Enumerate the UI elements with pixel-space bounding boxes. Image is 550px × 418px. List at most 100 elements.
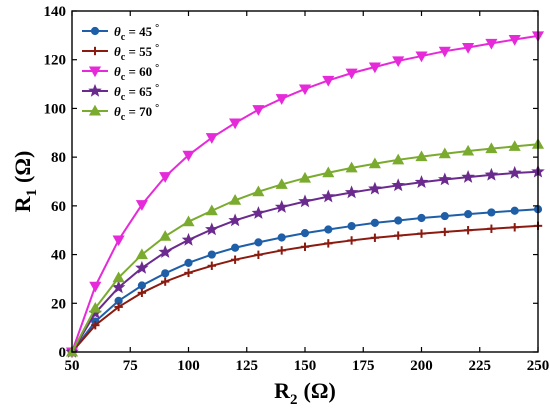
legend-marker	[88, 83, 102, 97]
data-point	[391, 178, 405, 192]
legend-label-symbol: θ	[114, 24, 121, 39]
x-tick-label: 50	[65, 358, 80, 374]
series-5	[65, 138, 545, 357]
legend-label-sub: c	[121, 72, 126, 83]
data-point	[485, 142, 498, 154]
legend-marker	[88, 104, 102, 116]
data-point	[368, 157, 381, 169]
data-point	[463, 226, 473, 235]
data-point	[438, 147, 451, 159]
x-tick-label: 150	[294, 358, 317, 374]
legend-label-sub: c	[121, 32, 126, 43]
legend-label-degree: °	[155, 43, 159, 54]
data-point	[205, 133, 218, 144]
legend-item-3: θc = 60 °	[82, 63, 159, 83]
data-point	[91, 321, 100, 330]
data-point	[487, 208, 496, 217]
axes-layer: 50 75 100 125 150 175 200 225 250 0 20 40 60 80 100 120…	[44, 4, 550, 374]
data-point	[274, 199, 289, 213]
data-point	[252, 185, 265, 197]
data-point	[298, 84, 312, 96]
data-point	[184, 268, 193, 278]
data-point	[368, 62, 381, 74]
data-point	[322, 166, 335, 178]
data-point	[462, 144, 475, 156]
x-axis-title: R2 (Ω)	[274, 378, 336, 408]
data-point	[370, 233, 380, 242]
y-axis-title-unit: (Ω)	[10, 151, 35, 183]
data-point	[415, 150, 428, 162]
legend-label: θc = 45 °	[114, 23, 159, 43]
data-point	[254, 238, 263, 247]
data-point	[205, 222, 219, 236]
data-point	[254, 250, 263, 260]
legend-marker	[90, 26, 100, 36]
data-point	[300, 229, 310, 238]
legend-label-sub: c	[121, 92, 126, 103]
data-point	[207, 250, 216, 259]
legend-item-5: θc = 70 °	[82, 103, 159, 123]
data-point	[484, 167, 499, 181]
legend-label-sub: c	[121, 52, 126, 63]
data-point	[277, 246, 286, 255]
legend-label-symbol: θ	[114, 104, 121, 119]
legend-label-value: = 45	[125, 24, 152, 39]
data-point	[394, 231, 403, 240]
series-2	[67, 221, 543, 357]
data-point	[322, 75, 335, 87]
legend-label-symbol: θ	[114, 64, 121, 79]
data-point	[392, 153, 405, 165]
y-axis-title: R1 (Ω)	[10, 151, 40, 213]
data-point	[321, 189, 336, 203]
data-point	[347, 221, 356, 231]
data-point	[161, 277, 170, 286]
data-point	[135, 200, 148, 211]
x-axis-title-sub: 2	[290, 392, 298, 408]
legend-label: θc = 55 °	[114, 43, 159, 63]
data-point	[207, 261, 216, 270]
data-point	[89, 301, 102, 313]
data-point	[181, 232, 196, 246]
data-point	[394, 216, 403, 225]
y-tick-label: 40	[51, 248, 66, 264]
data-point	[275, 178, 288, 189]
legend-label-sub: c	[121, 112, 126, 123]
data-point	[417, 229, 426, 238]
series-3	[65, 31, 545, 359]
series-4	[65, 164, 545, 358]
data-point	[440, 227, 449, 237]
x-tick-label: 225	[469, 358, 492, 374]
data-point	[158, 245, 172, 258]
data-point	[440, 211, 449, 221]
series-1	[67, 205, 543, 357]
data-point	[438, 46, 451, 58]
data-point	[508, 34, 521, 46]
data-point	[275, 94, 288, 105]
legend-marker	[90, 46, 100, 56]
data-point	[344, 185, 359, 199]
x-tick-label: 175	[352, 358, 375, 374]
x-tick-label: 100	[177, 358, 200, 374]
data-point	[89, 281, 102, 293]
data-point	[370, 218, 379, 228]
legend-marker	[88, 66, 102, 78]
data-point	[415, 51, 428, 63]
x-axis-title-unit: (Ω)	[304, 378, 336, 403]
data-point	[230, 255, 240, 264]
legend-label-degree: °	[155, 103, 159, 114]
legend-item-1: θc = 45 °	[82, 23, 159, 43]
data-point	[182, 215, 195, 227]
data-point	[112, 271, 125, 283]
y-tick-label: 0	[59, 345, 67, 361]
y-tick-label: 100	[44, 101, 67, 117]
y-axis-title-main: R	[10, 195, 35, 212]
data-point	[205, 204, 218, 216]
y-tick-label: 120	[44, 53, 67, 69]
data-point	[251, 206, 266, 219]
data-point	[485, 38, 498, 50]
data-point	[298, 171, 312, 183]
data-point	[229, 194, 242, 205]
data-point	[300, 242, 310, 251]
y-axis-title-sub: 1	[24, 189, 40, 197]
